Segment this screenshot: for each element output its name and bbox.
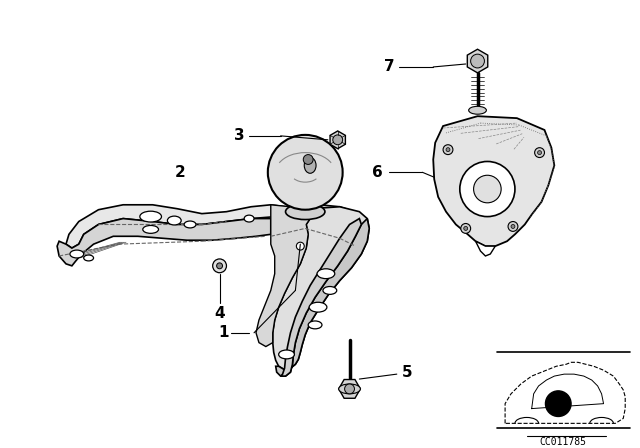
Circle shape [538,151,541,155]
Text: 7: 7 [383,60,394,74]
Polygon shape [280,219,362,376]
Text: 1: 1 [218,325,228,340]
Circle shape [511,224,515,228]
Circle shape [446,148,450,151]
Circle shape [474,175,501,203]
Polygon shape [276,219,369,376]
Polygon shape [57,219,271,266]
Polygon shape [339,379,360,398]
Circle shape [333,135,342,145]
Polygon shape [273,207,369,369]
Circle shape [545,391,571,417]
Ellipse shape [84,255,93,261]
Circle shape [460,161,515,216]
Ellipse shape [184,221,196,228]
Ellipse shape [168,216,181,225]
Circle shape [344,384,355,394]
Ellipse shape [468,106,486,114]
Ellipse shape [143,225,159,233]
Polygon shape [433,116,554,246]
Text: 3: 3 [234,129,244,143]
Ellipse shape [244,215,254,222]
Circle shape [461,224,470,233]
Circle shape [296,242,304,250]
Ellipse shape [285,204,325,220]
Circle shape [268,135,342,210]
Polygon shape [467,49,488,73]
Ellipse shape [323,287,337,294]
Polygon shape [476,241,495,256]
Polygon shape [330,131,346,149]
Ellipse shape [309,302,327,312]
Ellipse shape [70,250,84,258]
Text: 5: 5 [401,365,412,379]
Ellipse shape [140,211,161,222]
Ellipse shape [317,269,335,279]
Ellipse shape [278,350,294,359]
Text: 4: 4 [214,306,225,321]
Ellipse shape [304,158,316,173]
Polygon shape [256,205,310,347]
Text: CC011785: CC011785 [540,437,587,447]
Text: 6: 6 [372,165,383,180]
Circle shape [464,226,468,230]
Text: 2: 2 [175,165,186,180]
Polygon shape [66,205,364,248]
Circle shape [443,145,453,155]
Ellipse shape [339,384,360,394]
Ellipse shape [308,321,322,329]
Circle shape [303,155,313,164]
Circle shape [216,263,223,269]
Circle shape [534,148,545,158]
Circle shape [508,221,518,231]
Circle shape [470,54,484,68]
Circle shape [212,259,227,273]
